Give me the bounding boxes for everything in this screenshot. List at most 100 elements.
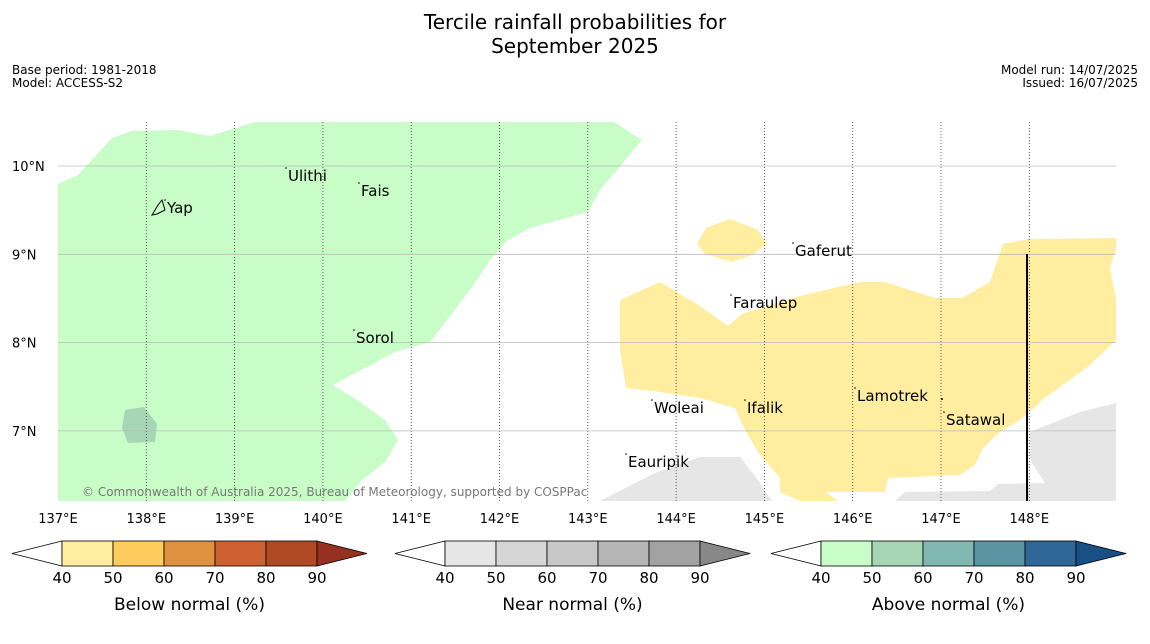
base-period-text: Base period: 1981-2018 — [12, 63, 157, 77]
island-dot — [943, 411, 945, 413]
colorbar-label: Above normal (%) — [872, 595, 1025, 615]
region-above-normal-40-50 — [58, 122, 642, 501]
colorbar-tick-label: 40 — [811, 569, 830, 587]
colorbar-label: Below normal (%) — [114, 595, 265, 615]
colorbar-3: 40 50 60 70 80 90 Above normal (%) — [770, 540, 1127, 615]
place-label-satawal: Satawal — [946, 411, 1005, 429]
place-label-faraulep: Faraulep — [733, 294, 797, 312]
latitude-tick-label: 8°N — [12, 337, 37, 352]
colorbar-segment — [648, 540, 701, 567]
meta-left: Base period: 1981-2018 Model: ACCESS-S2 — [12, 64, 157, 90]
longitude-tick-label: 140°E — [303, 512, 343, 527]
colorbar-tick-label: 50 — [103, 569, 122, 587]
region-below-normal-small — [697, 219, 767, 262]
island-dot — [625, 453, 627, 455]
island-dot — [353, 329, 355, 331]
region-near-normal-right — [895, 403, 1116, 501]
place-label-ifalik: Ifalik — [747, 399, 783, 417]
colorbar-segment — [820, 540, 873, 567]
longitude-tick-label: 143°E — [568, 512, 608, 527]
colorbar-min-extension — [394, 540, 446, 567]
latitude-tick-label: 10°N — [12, 160, 45, 175]
island-dot — [854, 387, 856, 389]
region-below-normal-main — [620, 238, 1116, 501]
longitude-tick-label: 147°E — [921, 512, 961, 527]
colorbar-segment — [163, 540, 216, 567]
latitude-tick-label: 7°N — [12, 425, 37, 440]
place-label-woleai: Woleai — [654, 399, 704, 417]
latitude-labels: 10°N 9°N 8°N 7°N — [12, 160, 45, 440]
place-label-ulithi: Ulithi — [288, 167, 327, 185]
colorbar-2: 40 50 60 70 80 90 Near normal (%) — [394, 540, 751, 615]
island-dot — [730, 294, 732, 296]
colorbar-segment — [1024, 540, 1077, 567]
longitude-tick-label: 139°E — [215, 512, 255, 527]
model-run-text: Model run: 14/07/2025 — [1000, 63, 1138, 77]
colorbar-tick-label: 60 — [913, 569, 932, 587]
island-dot — [358, 182, 360, 184]
colorbar-tick-label: 90 — [690, 569, 709, 587]
colorbar-segment — [546, 540, 599, 567]
issued-text: Issued: 16/07/2025 — [1022, 76, 1138, 90]
colorbar-min-extension — [11, 540, 63, 567]
colorbar-segment — [597, 540, 650, 567]
colorbar-tick-label: 50 — [486, 569, 505, 587]
island-dot — [792, 242, 794, 244]
colorbar-tick-label: 70 — [205, 569, 224, 587]
colorbar-segment — [973, 540, 1026, 567]
colorbar-max-extension — [1075, 540, 1127, 567]
colorbar-tick-label: 50 — [862, 569, 881, 587]
place-label-eauripik: Eauripik — [628, 453, 689, 471]
island-dot — [744, 399, 746, 401]
region-above-normal-50-60 — [122, 407, 157, 443]
colorbar-tick-label: 80 — [639, 569, 658, 587]
colorbar-max-extension — [699, 540, 751, 567]
colorbars: 40 50 60 70 80 90 Below normal (%) 40 50 60 70 80 90… — [11, 540, 1127, 615]
colorbar-1: 40 50 60 70 80 90 Below normal (%) — [11, 540, 368, 615]
island-dot — [941, 398, 943, 400]
colorbar-tick-label: 70 — [588, 569, 607, 587]
place-label-gaferut: Gaferut — [795, 242, 852, 260]
colorbar-tick-label: 70 — [964, 569, 983, 587]
colorbar-max-extension — [316, 540, 368, 567]
island-shapes — [150, 198, 166, 216]
longitude-tick-label: 142°E — [480, 512, 520, 527]
copyright-text: © Commonwealth of Australia 2025, Bureau… — [82, 485, 587, 499]
colorbar-segment — [214, 540, 267, 567]
colorbar-segment — [265, 540, 318, 567]
longitude-tick-label: 146°E — [833, 512, 873, 527]
map-title-line1: Tercile rainfall probabilities for — [423, 10, 727, 34]
longitude-tick-label: 138°E — [127, 512, 167, 527]
island-dot — [651, 399, 653, 401]
meta-right: Model run: 14/07/2025 Issued: 16/07/2025 — [1001, 64, 1138, 90]
longitude-tick-label: 148°E — [1010, 512, 1050, 527]
colorbar-segment — [871, 540, 924, 567]
map-regions — [58, 122, 1116, 501]
longitude-tick-label: 145°E — [745, 512, 785, 527]
colorbar-segment — [112, 540, 165, 567]
longitude-labels: 137°E 138°E 139°E 140°E 141°E 142°E 143°E 144°E… — [38, 512, 1049, 527]
colorbar-tick-label: 60 — [154, 569, 173, 587]
latitude-tick-label: 9°N — [12, 248, 37, 263]
colorbar-segment — [922, 540, 975, 567]
longitude-tick-label: 144°E — [656, 512, 696, 527]
longitude-tick-label: 141°E — [391, 512, 431, 527]
colorbar-tick-label: 80 — [256, 569, 275, 587]
yap-island-icon — [150, 198, 166, 216]
place-labels: Ulithi Fais Yap Gaferut Faraulep Sorol Lamotre… — [164, 167, 1005, 471]
colorbar-tick-label: 60 — [537, 569, 556, 587]
colorbar-segment — [495, 540, 548, 567]
place-label-sorol: Sorol — [356, 329, 394, 347]
map-gridlines — [58, 122, 1116, 501]
place-label-yap: Yap — [166, 199, 193, 217]
colorbar-min-extension — [770, 540, 822, 567]
colorbar-tick-label: 80 — [1015, 569, 1034, 587]
colorbar-tick-label: 40 — [52, 569, 71, 587]
colorbar-tick-label: 90 — [307, 569, 326, 587]
colorbar-tick-label: 90 — [1066, 569, 1085, 587]
longitude-tick-label: 137°E — [38, 512, 78, 527]
colorbar-segment — [61, 540, 114, 567]
island-dot — [164, 199, 166, 201]
region-near-normal-bottom — [600, 457, 772, 501]
